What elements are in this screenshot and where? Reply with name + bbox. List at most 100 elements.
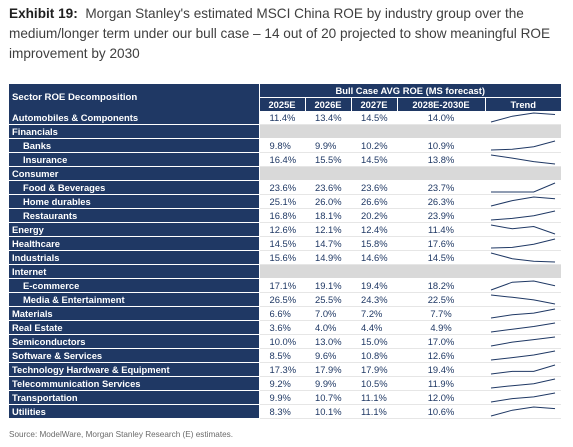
roe-value-cell: 8.5% <box>259 348 305 363</box>
roe-value-cell: 13.0% <box>305 334 351 349</box>
trend-cell <box>485 236 562 251</box>
sector-name: Utilities <box>9 404 260 419</box>
table-row: Energy 12.6% 12.1% 12.4% 11.4% <box>9 222 562 237</box>
roe-value-cell: 4.9% <box>397 320 485 335</box>
trend-cell <box>485 376 562 391</box>
col-header-2028e-2030e: 2028E-2030E <box>397 97 486 111</box>
roe-value-cell: 22.5% <box>397 292 485 307</box>
table-row: Materials 6.6% 7.0% 7.2% 7.7% <box>9 306 562 321</box>
sector-name: Insurance <box>9 152 260 167</box>
roe-value-cell: 11.4% <box>259 111 305 125</box>
trend-cell <box>485 138 562 153</box>
roe-value-cell: 10.2% <box>351 138 397 153</box>
col-header-trend: Trend <box>485 97 562 111</box>
roe-value-cell: 15.8% <box>351 236 397 251</box>
roe-value-cell: 16.8% <box>259 208 305 223</box>
sparkline-line <box>490 308 556 319</box>
sector-name: Home durables <box>9 194 260 209</box>
roe-value-cell: 15.6% <box>259 250 305 265</box>
roe-value-cell: 12.6% <box>259 222 305 237</box>
roe-value-cell: 19.4% <box>351 278 397 293</box>
roe-value-cell: 17.1% <box>259 278 305 293</box>
roe-value-cell: 25.5% <box>305 292 351 307</box>
sector-name: Energy <box>9 222 260 237</box>
table-row: Insurance 16.4% 15.5% 14.5% 13.8% <box>9 152 562 167</box>
roe-value-cell: 15.0% <box>351 334 397 349</box>
trend-cell <box>485 194 562 209</box>
roe-value-cell: 12.1% <box>305 222 351 237</box>
trend-cell <box>485 292 562 307</box>
sparkline-line <box>490 210 556 221</box>
roe-value-cell: 23.9% <box>397 208 485 223</box>
roe-value-cell: 12.0% <box>397 390 485 405</box>
source-note: Source: ModelWare, Morgan Stanley Resear… <box>9 430 234 439</box>
sparkline-line <box>490 336 556 347</box>
roe-value-cell: 9.8% <box>259 138 305 153</box>
sparkline-line <box>490 224 556 235</box>
roe-value-cell: 14.5% <box>259 236 305 251</box>
table-row: Telecommunication Services 9.2% 9.9% 10.5% 1… <box>9 376 562 391</box>
trend-sparkline <box>490 350 556 361</box>
roe-value-cell: 14.7% <box>305 236 351 251</box>
trend-cell <box>485 306 562 321</box>
trend-cell <box>485 334 562 349</box>
trend-sparkline <box>490 406 556 417</box>
roe-value-cell: 4.0% <box>305 320 351 335</box>
table-row: Semiconductors 10.0% 13.0% 15.0% 17.0% <box>9 334 562 349</box>
roe-value-cell: 20.2% <box>351 208 397 223</box>
roe-value-cell: 23.6% <box>305 180 351 195</box>
table-row: Technology Hardware & Equipment 17.3% 17.9… <box>9 362 562 377</box>
roe-value-cell: 13.8% <box>397 152 485 167</box>
sector-name: Transportation <box>9 390 260 405</box>
table-row: Internet <box>9 264 562 279</box>
roe-value-cell: 12.4% <box>351 222 397 237</box>
sector-name: Healthcare <box>9 236 260 251</box>
trend-cell <box>485 180 562 195</box>
trend-sparkline <box>490 210 556 221</box>
roe-value-cell: 14.0% <box>397 111 485 125</box>
table-row: Food & Beverages 23.6% 23.6% 23.6% 23.7% <box>9 180 562 195</box>
roe-value-cell: 10.6% <box>397 404 485 419</box>
roe-value-cell: 10.0% <box>259 334 305 349</box>
col-header-2026e: 2026E <box>305 97 352 111</box>
roe-value-cell: 11.1% <box>351 404 397 419</box>
trend-sparkline <box>490 238 556 249</box>
col-header-2025e: 2025E <box>259 97 306 111</box>
trend-cell <box>485 222 562 237</box>
sparkline-line <box>490 322 556 333</box>
roe-value-cell: 18.1% <box>305 208 351 223</box>
trend-cell <box>485 152 562 167</box>
sparkline-line <box>490 140 556 151</box>
roe-value-cell: 16.4% <box>259 152 305 167</box>
roe-value-cell: 10.5% <box>351 376 397 391</box>
roe-value-cell: 23.7% <box>397 180 485 195</box>
group-blank-cell <box>259 166 562 181</box>
table-row: Software & Services 8.5% 9.6% 10.8% 12.6% <box>9 348 562 363</box>
trend-cell <box>485 250 562 265</box>
trend-sparkline <box>490 154 556 165</box>
trend-cell <box>485 278 562 293</box>
table-row: Healthcare 14.5% 14.7% 15.8% 17.6% <box>9 236 562 251</box>
table-row: Real Estate 3.6% 4.0% 4.4% 4.9% <box>9 320 562 335</box>
sparkline-line <box>490 294 556 305</box>
roe-value-cell: 10.8% <box>351 348 397 363</box>
sparkline-line <box>490 392 556 403</box>
roe-value-cell: 26.5% <box>259 292 305 307</box>
trend-cell <box>485 111 562 125</box>
roe-value-cell: 26.6% <box>351 194 397 209</box>
roe-value-cell: 3.6% <box>259 320 305 335</box>
roe-value-cell: 9.6% <box>305 348 351 363</box>
sparkline-line <box>490 406 556 417</box>
sector-name: Real Estate <box>9 320 260 335</box>
table-row: Utilities 8.3% 10.1% 11.1% 10.6% <box>9 404 562 419</box>
roe-value-cell: 8.3% <box>259 404 305 419</box>
sector-header: Sector ROE Decomposition <box>9 84 260 111</box>
trend-sparkline <box>490 280 556 291</box>
sparkline-line <box>490 238 556 249</box>
sparkline-line <box>490 280 556 291</box>
roe-value-cell: 7.2% <box>351 306 397 321</box>
trend-sparkline <box>490 322 556 333</box>
sparkline-line <box>490 364 556 375</box>
sector-name: Software & Services <box>9 348 260 363</box>
sector-name: E-commerce <box>9 278 260 293</box>
